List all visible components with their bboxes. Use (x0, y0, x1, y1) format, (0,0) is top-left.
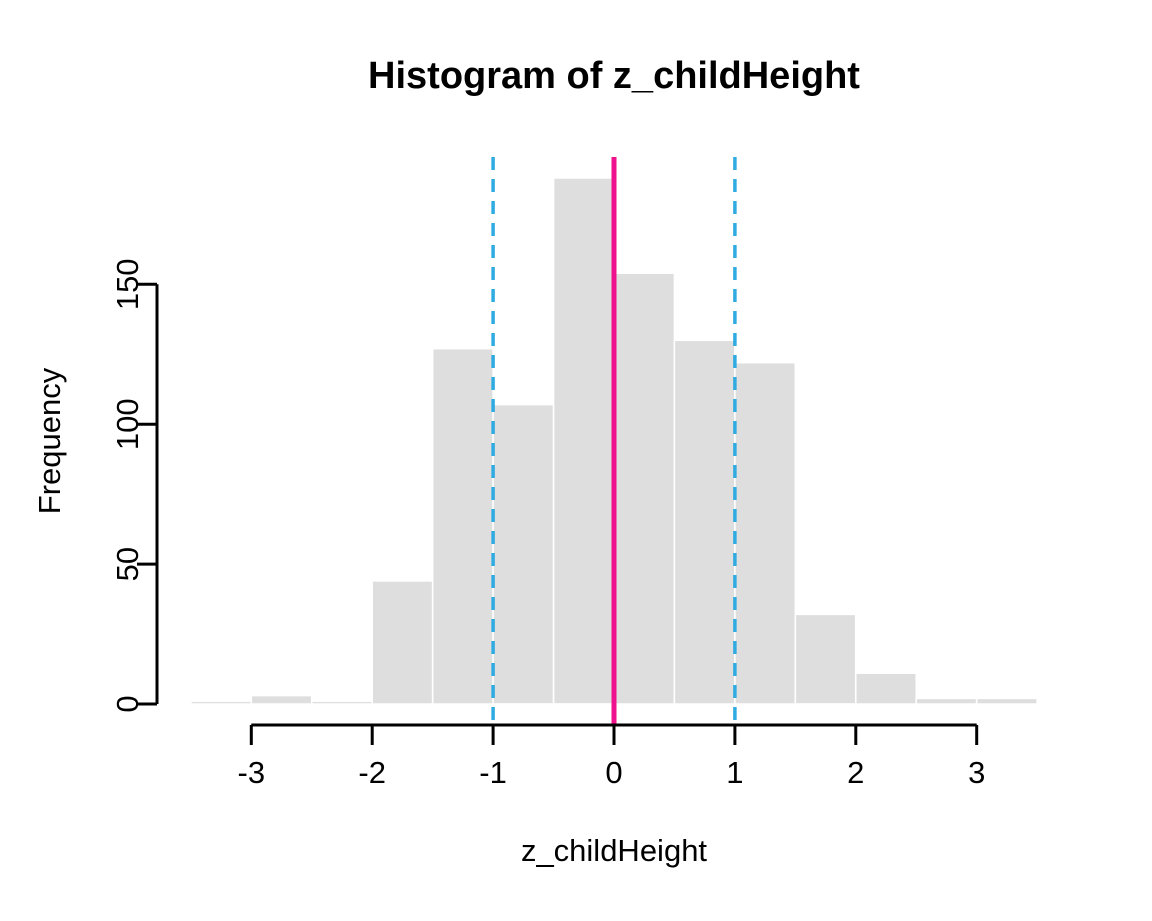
y-tick-label: 100 (110, 398, 145, 450)
histogram-bar (431, 347, 494, 705)
x-tick-label: 2 (847, 755, 864, 790)
histogram-bar (613, 272, 676, 705)
histogram-bar (855, 672, 917, 705)
histogram-bar (734, 361, 797, 705)
y-tick-label: 50 (110, 547, 145, 581)
y-tick-label: 150 (110, 258, 145, 310)
x-tick-label: 3 (968, 755, 985, 790)
chart-title: Histogram of z_childHeight (368, 55, 860, 97)
histogram-bar (915, 697, 978, 705)
histogram-bar (794, 613, 857, 705)
histogram-bar (250, 694, 313, 705)
x-axis-label: z_childHeight (520, 833, 708, 868)
x-tick-label: -3 (238, 755, 266, 790)
x-tick-label: -2 (358, 755, 386, 790)
histogram-bar (371, 580, 434, 705)
y-tick-label: 0 (110, 695, 145, 712)
histogram-bar (190, 700, 253, 705)
histogram-bar (492, 403, 555, 705)
histogram-bar (311, 700, 373, 705)
histogram-bar (975, 697, 1038, 705)
x-tick-label: 1 (726, 755, 743, 790)
histogram-bar (673, 339, 736, 705)
x-tick-label: -1 (479, 755, 507, 790)
histogram-bar (552, 177, 615, 705)
x-tick-label: 0 (605, 755, 622, 790)
